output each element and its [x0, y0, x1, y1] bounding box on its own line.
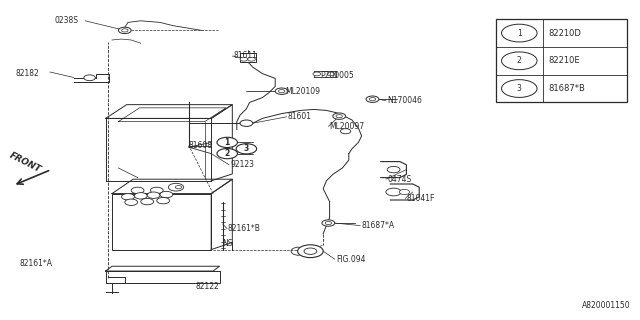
- Circle shape: [122, 194, 134, 200]
- Text: NS: NS: [223, 239, 233, 248]
- Circle shape: [325, 221, 332, 225]
- Text: 82161*B: 82161*B: [227, 224, 260, 233]
- Circle shape: [386, 188, 401, 196]
- Circle shape: [160, 191, 173, 198]
- Circle shape: [387, 166, 400, 173]
- Text: N170046: N170046: [387, 96, 422, 105]
- Circle shape: [369, 98, 376, 101]
- Circle shape: [134, 193, 147, 199]
- Circle shape: [217, 137, 237, 148]
- Circle shape: [366, 96, 379, 102]
- Text: 1: 1: [225, 138, 230, 147]
- Circle shape: [399, 189, 410, 195]
- Circle shape: [131, 187, 144, 194]
- Text: 2: 2: [517, 56, 522, 65]
- Circle shape: [502, 80, 537, 97]
- Text: FIG.094: FIG.094: [336, 255, 365, 264]
- Circle shape: [150, 187, 163, 194]
- Text: 81601: 81601: [288, 112, 312, 121]
- Bar: [106, 271, 220, 283]
- Circle shape: [240, 57, 248, 61]
- Circle shape: [304, 248, 317, 254]
- Circle shape: [122, 29, 128, 32]
- Circle shape: [240, 120, 253, 126]
- Circle shape: [298, 245, 323, 258]
- Text: 3: 3: [517, 84, 522, 93]
- Text: 92123: 92123: [230, 160, 254, 169]
- Circle shape: [248, 57, 255, 61]
- Circle shape: [175, 186, 182, 189]
- Text: 82210D: 82210D: [548, 28, 581, 37]
- Text: A820001150: A820001150: [582, 301, 630, 310]
- Text: 0474S: 0474S: [387, 175, 412, 184]
- Circle shape: [141, 198, 154, 205]
- Text: ML20097: ML20097: [330, 122, 365, 131]
- Circle shape: [278, 90, 285, 93]
- Text: 82210E: 82210E: [548, 56, 580, 65]
- Circle shape: [217, 148, 237, 159]
- Circle shape: [502, 24, 537, 42]
- Circle shape: [147, 192, 160, 198]
- Circle shape: [340, 129, 351, 134]
- Text: 2: 2: [225, 149, 230, 158]
- Text: ML20109: ML20109: [285, 87, 320, 96]
- Circle shape: [333, 113, 346, 119]
- Circle shape: [322, 220, 335, 226]
- Text: 81687*B: 81687*B: [548, 84, 585, 93]
- Circle shape: [502, 52, 537, 70]
- Circle shape: [313, 72, 321, 76]
- Text: 81687*A: 81687*A: [362, 221, 395, 230]
- Text: FRONT: FRONT: [8, 151, 43, 174]
- Text: 1: 1: [517, 28, 522, 37]
- Circle shape: [84, 75, 95, 81]
- Text: P200005: P200005: [320, 71, 354, 80]
- Text: 81608: 81608: [189, 141, 212, 150]
- Text: 0238S: 0238S: [54, 16, 79, 25]
- Text: 3: 3: [244, 144, 249, 153]
- Circle shape: [236, 144, 257, 154]
- Text: 82161*A: 82161*A: [19, 260, 52, 268]
- Circle shape: [275, 88, 288, 94]
- Circle shape: [168, 183, 184, 191]
- Text: 81041F: 81041F: [406, 194, 435, 203]
- Bar: [240, 53, 256, 62]
- Text: 82182: 82182: [16, 69, 40, 78]
- Circle shape: [125, 199, 138, 205]
- Circle shape: [336, 115, 342, 118]
- Circle shape: [157, 197, 170, 204]
- Text: 81611: 81611: [234, 52, 257, 60]
- Text: 82122: 82122: [195, 282, 219, 291]
- Bar: [496, 19, 627, 102]
- Bar: [112, 194, 211, 250]
- Circle shape: [327, 72, 335, 76]
- Circle shape: [118, 27, 131, 34]
